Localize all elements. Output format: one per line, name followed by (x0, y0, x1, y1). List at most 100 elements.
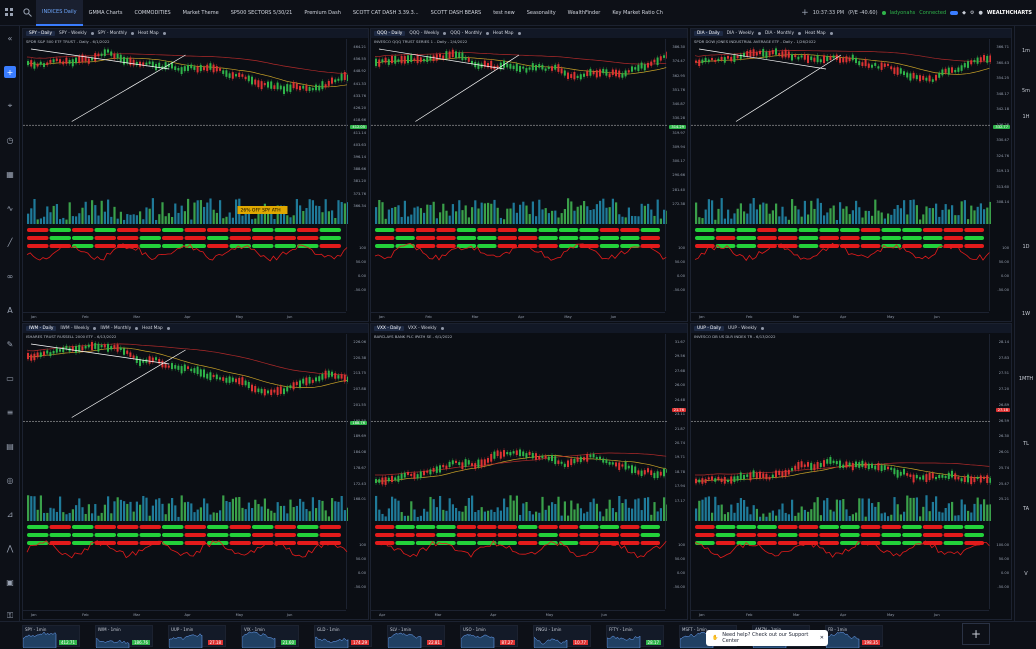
tab-menu-icon[interactable] (760, 327, 764, 330)
price-chart-canvas[interactable] (691, 324, 991, 612)
timeframe-5m[interactable]: 5m (1021, 88, 1031, 94)
price-chart-canvas[interactable] (371, 324, 667, 612)
tab-0[interactable]: INDICES Daily (36, 0, 83, 26)
timeframe-1m[interactable]: 1m (1021, 48, 1031, 54)
tab-5[interactable]: Premium Dash (304, 9, 341, 16)
mini-chart-3[interactable]: VIX - 1min 21.60 (241, 625, 299, 648)
price-chart-canvas[interactable]: 26% OFF SPY ATH (23, 29, 348, 314)
crosshair-icon[interactable]: ⌖ (7, 101, 13, 110)
tab-menu-icon[interactable] (131, 32, 134, 35)
panel-tab-tf3[interactable]: Heat Map (492, 31, 514, 36)
timeframe-1H[interactable]: 1H (1022, 114, 1030, 120)
timeframe-1MTH[interactable]: 1MTH (1018, 376, 1034, 382)
tab-menu-icon[interactable] (757, 32, 761, 35)
panel-tab-tf1[interactable]: UUP - Weekly (728, 326, 757, 331)
chart-panel-2[interactable]: DIA - Daily DIA - Weekly DIA - Monthly Heat… (690, 28, 1012, 322)
pattern-icon[interactable]: ⋀ (6, 543, 14, 553)
tab-11[interactable]: Key Market Ratio Ch (612, 9, 663, 16)
price-chart-canvas[interactable] (691, 29, 991, 314)
symbol-tab[interactable]: DIA - Daily (694, 31, 723, 36)
add-tab-button[interactable]: + (801, 7, 809, 18)
mini-chart-11[interactable]: FB - 1min 198.35 (825, 625, 883, 648)
tab-menu-icon[interactable] (162, 32, 166, 35)
mini-chart-1[interactable]: IWM - 1min 186.76 (95, 625, 153, 648)
chart-panel-1[interactable]: QQQ - Daily QQQ - Weekly QQQ - Monthly Heat… (370, 28, 688, 322)
bell-icon[interactable]: ◆ (962, 9, 967, 16)
timeframe-1D[interactable]: 1D (1022, 244, 1030, 250)
tab-3[interactable]: Market Theme (182, 9, 219, 16)
tab-menu-icon[interactable] (485, 32, 489, 35)
support-toast[interactable]: ✋ Need help? Check out our Support Cente… (706, 630, 828, 646)
panel-tab-tf1[interactable]: DIA - Weekly (726, 31, 754, 36)
toggle-icon[interactable] (950, 10, 959, 15)
search-icon[interactable] (18, 0, 36, 26)
calendar-icon[interactable]: ▦ (6, 169, 14, 179)
mini-chart-0[interactable]: SPY - 1min 412.71 (22, 625, 80, 648)
tab-menu-icon[interactable] (135, 327, 139, 330)
symbol-tab[interactable]: QQQ - Daily (374, 31, 406, 36)
panel-tab-tf1[interactable]: QQQ - Weekly (409, 31, 440, 36)
tab-8[interactable]: test new (493, 9, 515, 16)
trash-icon[interactable]: ▤ (6, 441, 14, 451)
username[interactable]: ladyonahs (889, 9, 916, 16)
panel-tab-tf1[interactable]: IWM - Weekly (60, 326, 90, 331)
symbol-tab[interactable]: UUP - Daily (694, 326, 725, 331)
panel-tab-tf3[interactable]: Heat Map (142, 326, 163, 331)
tab-menu-icon[interactable] (440, 327, 444, 330)
lock-icon[interactable]: ⚿ (6, 611, 14, 620)
close-icon[interactable]: ✕ (819, 635, 824, 641)
add-ticker-button[interactable]: + (962, 623, 990, 645)
magnet-icon[interactable]: ◎ (6, 475, 14, 485)
tab-1[interactable]: GMMA Charts (88, 9, 123, 16)
panel-tab-tf3[interactable]: Heat Map (138, 31, 159, 36)
mini-chart-8[interactable]: FFTY - 1min 28.17 (606, 625, 664, 648)
fib-icon[interactable]: ≡ (6, 407, 14, 417)
price-chart-canvas[interactable] (371, 29, 667, 314)
timeframe-V[interactable]: V (1024, 571, 1028, 577)
tab-menu-icon[interactable] (798, 32, 801, 35)
pencil-icon[interactable]: ✎ (6, 339, 14, 349)
clock-icon[interactable]: ◷ (6, 135, 14, 145)
panel-tab-tf2[interactable]: SPY - Monthly (97, 31, 127, 36)
grid-menu-icon[interactable] (0, 0, 18, 26)
chart-panel-0[interactable]: SPY - Daily SPY - Weekly SPY - Monthly Heat… (22, 28, 369, 322)
plus-icon[interactable]: + (4, 66, 16, 78)
text-tool-icon[interactable]: A (7, 305, 13, 315)
ruler-icon[interactable]: ▭ (6, 373, 14, 383)
price-chart-canvas[interactable] (23, 324, 348, 612)
chart-panel-5[interactable]: UUP - Daily UUP - Weekly INVESCO DB US DLR… (690, 323, 1012, 620)
layout-icon[interactable]: ▣ (6, 577, 14, 587)
panel-tab-tf2[interactable]: DIA - Monthly (764, 31, 794, 36)
tab-7[interactable]: SCOTT DASH BEARS (430, 9, 482, 16)
symbol-tab[interactable]: IWM - Daily (26, 326, 57, 331)
symbol-tab[interactable]: SPY - Daily (26, 31, 56, 36)
mini-chart-4[interactable]: GLD - 1min 174.29 (314, 625, 372, 648)
collapse-icon[interactable]: « (7, 33, 13, 43)
tab-9[interactable]: Seasonality (526, 9, 556, 16)
panel-tab-tf2[interactable]: IWM - Monthly (100, 326, 132, 331)
tab-menu-icon[interactable] (166, 327, 170, 330)
gear-icon[interactable]: ⚙ (970, 9, 975, 16)
chart-icon[interactable]: ⊿ (6, 509, 14, 519)
link-icon[interactable]: ∞ (6, 271, 14, 281)
tab-menu-icon[interactable] (443, 32, 447, 35)
tab-6[interactable]: SCOTT CAT DASH 3.39.3... (352, 9, 419, 16)
chart-panel-4[interactable]: VXX - Daily VXX - Weekly BARCLAYS BANK PLC… (370, 323, 688, 620)
wave-icon[interactable]: ∿ (6, 203, 14, 213)
panel-tab-tf3[interactable]: Heat Map (805, 31, 826, 36)
tab-menu-icon[interactable] (829, 32, 833, 35)
timeframe-TA[interactable]: TA (1022, 506, 1030, 512)
timeframe-1W[interactable]: 1W (1021, 311, 1031, 317)
tab-10[interactable]: WealthFinder (567, 9, 601, 16)
tab-2[interactable]: COMMODITIES (134, 9, 171, 16)
panel-tab-tf2[interactable]: QQQ - Monthly (450, 31, 482, 36)
mini-chart-2[interactable]: UUP - 1min 27.18 (168, 625, 226, 648)
symbol-tab[interactable]: VXX - Daily (374, 326, 404, 331)
timeframe-TL[interactable]: TL (1023, 441, 1029, 447)
line-tool-icon[interactable]: ╱ (7, 237, 13, 247)
user-icon[interactable]: ● (978, 9, 983, 16)
mini-chart-7[interactable]: FNGU - 1min 10.77 (533, 625, 591, 648)
tab-4[interactable]: SP500 SECTORS 5/30/21 (230, 9, 293, 16)
panel-tab-tf1[interactable]: VXX - Weekly (407, 326, 437, 331)
mini-chart-6[interactable]: USO - 1min 87.27 (460, 625, 518, 648)
